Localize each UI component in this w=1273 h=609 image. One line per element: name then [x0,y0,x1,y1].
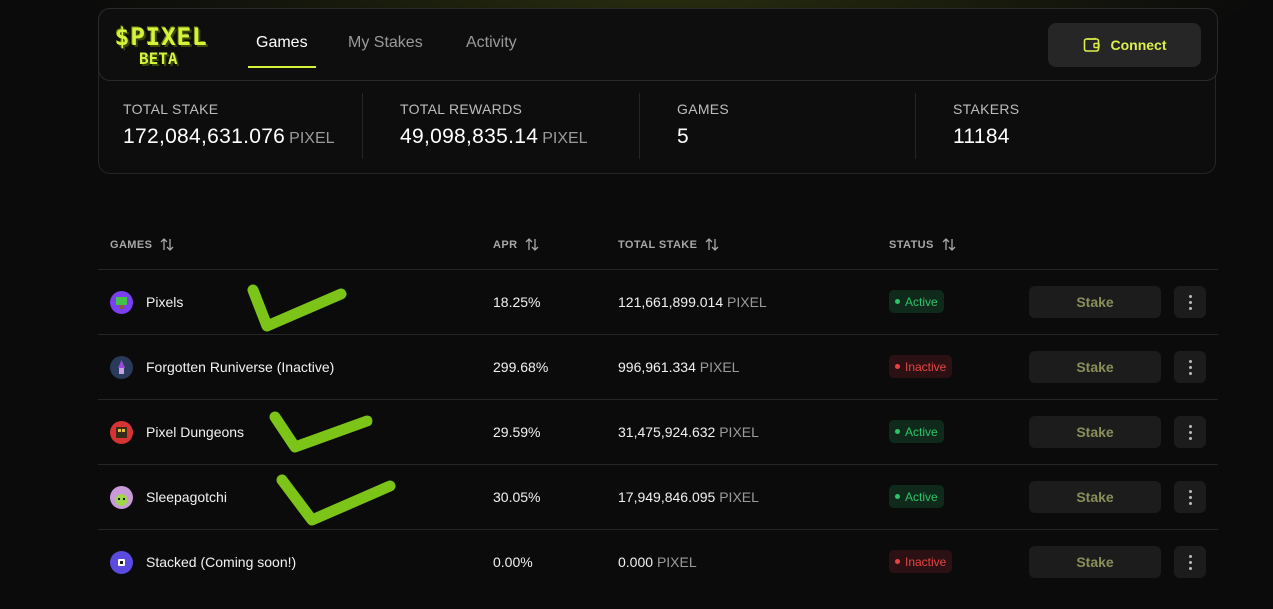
wallet-icon [1083,37,1100,52]
game-name[interactable]: Pixel Dungeons [146,424,245,440]
kebab-dot [1188,566,1192,570]
apr-value: 299.68% [493,359,549,375]
kebab-dot [1188,436,1192,440]
stat-label: TOTAL STAKE [123,101,219,117]
total-stake-value: 31,475,924.632 PIXEL [618,424,759,440]
pixels-game-icon [110,291,133,314]
game-name[interactable]: Forgotten Runiverse (Inactive) [146,359,335,375]
more-options-button[interactable] [1174,351,1206,383]
stat-divider [639,93,640,159]
tab-my-stakes[interactable]: My Stakes [348,34,423,51]
table-row[interactable]: Pixel Dungeons 29.59% 31,475,924.632 PIX… [98,399,1218,465]
stake-button[interactable]: Stake [1029,351,1161,383]
game-name[interactable]: Sleepagotchi [146,489,227,505]
status-dot [895,299,900,304]
status-badge: Active [889,485,944,508]
stat-value: 11184 [953,125,1010,148]
logo-text: $PIXEL [115,23,208,51]
stat-divider [362,93,363,159]
status-dot [895,494,900,499]
status-dot [895,559,900,564]
column-header-total-stake[interactable]: TOTAL STAKE [618,238,719,251]
column-header-status[interactable]: STATUS [889,238,956,251]
pixel-logo[interactable]: $PIXEL BETA [115,23,211,68]
status-badge: Inactive [889,550,953,573]
stat-stakers: STAKERS 11184 [953,101,1019,149]
kebab-dot [1188,365,1192,369]
sort-arrows-icon [942,238,956,251]
connect-label: Connect [1110,37,1167,53]
stat-total-stake: TOTAL STAKE 172,084,631.076 PIXEL [123,101,335,149]
kebab-dot [1188,306,1192,310]
stat-label: STAKERS [953,101,1020,117]
kebab-dot [1188,294,1192,298]
connect-button[interactable]: Connect [1048,23,1201,67]
tab-activity[interactable]: Activity [466,34,517,51]
status-badge: Active [889,420,944,443]
stat-divider [915,93,916,159]
forgotten-runiverse-game-icon [110,356,133,379]
table-row[interactable]: Pixels 18.25% 121,661,899.014 PIXEL Acti… [98,269,1218,335]
game-name[interactable]: Pixels [146,294,184,310]
stake-button[interactable]: Stake [1029,286,1161,318]
column-header-apr[interactable]: APR [493,238,539,251]
kebab-dot [1188,424,1192,428]
kebab-dot [1188,371,1192,375]
status-dot [895,429,900,434]
total-stake-value: 996,961.334 PIXEL [618,359,740,375]
kebab-dot [1188,495,1192,499]
stat-label: TOTAL REWARDS [400,101,523,117]
kebab-dot [1188,501,1192,505]
stacked-game-icon [110,551,133,574]
stat-label: GAMES [677,101,730,117]
status-dot [895,364,900,369]
total-stake-value: 121,661,899.014 PIXEL [618,294,767,310]
stake-button[interactable]: Stake [1029,416,1161,448]
stake-button[interactable]: Stake [1029,546,1161,578]
kebab-dot [1188,359,1192,363]
kebab-dot [1188,489,1192,493]
more-options-button[interactable] [1174,416,1206,448]
kebab-dot [1188,300,1192,304]
apr-value: 0.00% [493,554,533,570]
logo-beta-text: BETA [139,49,178,68]
pixel-dungeons-game-icon [110,421,133,444]
stake-button[interactable]: Stake [1029,481,1161,513]
status-badge: Active [889,290,944,313]
sort-arrows-icon [525,238,539,251]
apr-value: 18.25% [493,294,541,310]
stat-value: 172,084,631.076 PIXEL [123,125,335,148]
total-stake-value: 17,949,846.095 PIXEL [618,489,759,505]
sleepagotchi-game-icon [110,486,133,509]
status-badge: Inactive [889,355,953,378]
stat-value: 5 [677,125,689,148]
sort-arrows-icon [705,238,719,251]
kebab-dot [1188,560,1192,564]
game-name[interactable]: Stacked (Coming soon!) [146,554,297,570]
more-options-button[interactable] [1174,546,1206,578]
kebab-dot [1188,430,1192,434]
more-options-button[interactable] [1174,481,1206,513]
top-navbar: $PIXEL BETA Games My Stakes Activity Con… [98,8,1218,81]
total-stake-value: 0.000 PIXEL [618,554,697,570]
active-tab-indicator [248,66,316,68]
table-row[interactable]: Stacked (Coming soon!) 0.00% 0.000 PIXEL… [98,529,1218,595]
stat-total-rewards: TOTAL REWARDS 49,098,835.14 PIXEL [400,101,588,149]
apr-value: 30.05% [493,489,541,505]
apr-value: 29.59% [493,424,541,440]
kebab-dot [1188,554,1192,558]
stat-value: 49,098,835.14 PIXEL [400,125,588,148]
table-row[interactable]: Sleepagotchi 30.05% 17,949,846.095 PIXEL… [98,464,1218,530]
stat-games: GAMES 5 [677,101,729,149]
column-header-games[interactable]: GAMES [110,238,174,251]
tab-games[interactable]: Games [256,34,308,51]
sort-arrows-icon [160,238,174,251]
table-row[interactable]: Forgotten Runiverse (Inactive) 299.68% 9… [98,334,1218,400]
more-options-button[interactable] [1174,286,1206,318]
